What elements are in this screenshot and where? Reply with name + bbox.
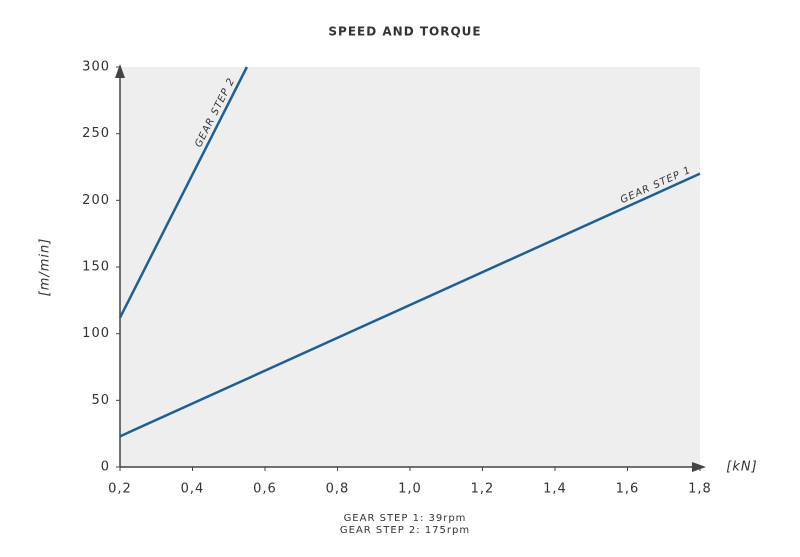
note: GEAR STEP 2: 175rpm xyxy=(340,525,470,536)
note: GEAR STEP 1: 39rpm xyxy=(344,513,467,524)
x-tick-label: 0,2 xyxy=(108,482,132,497)
series-line xyxy=(118,66,248,319)
x-axis-label: [kN] xyxy=(726,460,757,475)
y-tick-label: 250 xyxy=(82,126,110,141)
series-line xyxy=(119,172,701,438)
x-axis-arrow xyxy=(692,462,706,472)
y-tick-label: 50 xyxy=(91,393,110,408)
y-axis-label: [m/min] xyxy=(38,238,53,297)
y-tick-label: 150 xyxy=(82,260,110,275)
x-tick-label: 0,6 xyxy=(253,482,277,497)
x-tick-label: 1,4 xyxy=(543,482,567,497)
plot-background xyxy=(120,67,700,467)
y-tick-label: 300 xyxy=(82,60,110,75)
y-tick-label: 200 xyxy=(82,193,110,208)
x-tick-label: 1,2 xyxy=(471,482,495,497)
y-tick-label: 0 xyxy=(101,460,110,475)
x-tick-label: 1,6 xyxy=(616,482,640,497)
chart-title: SPEED AND TORQUE xyxy=(328,25,481,39)
x-tick-label: 0,4 xyxy=(181,482,205,497)
y-axis-arrow xyxy=(115,64,125,78)
x-tick-label: 1,0 xyxy=(398,482,422,497)
x-tick-label: 0,8 xyxy=(326,482,350,497)
y-tick-label: 100 xyxy=(82,326,110,341)
x-tick-label: 1,8 xyxy=(688,482,712,497)
